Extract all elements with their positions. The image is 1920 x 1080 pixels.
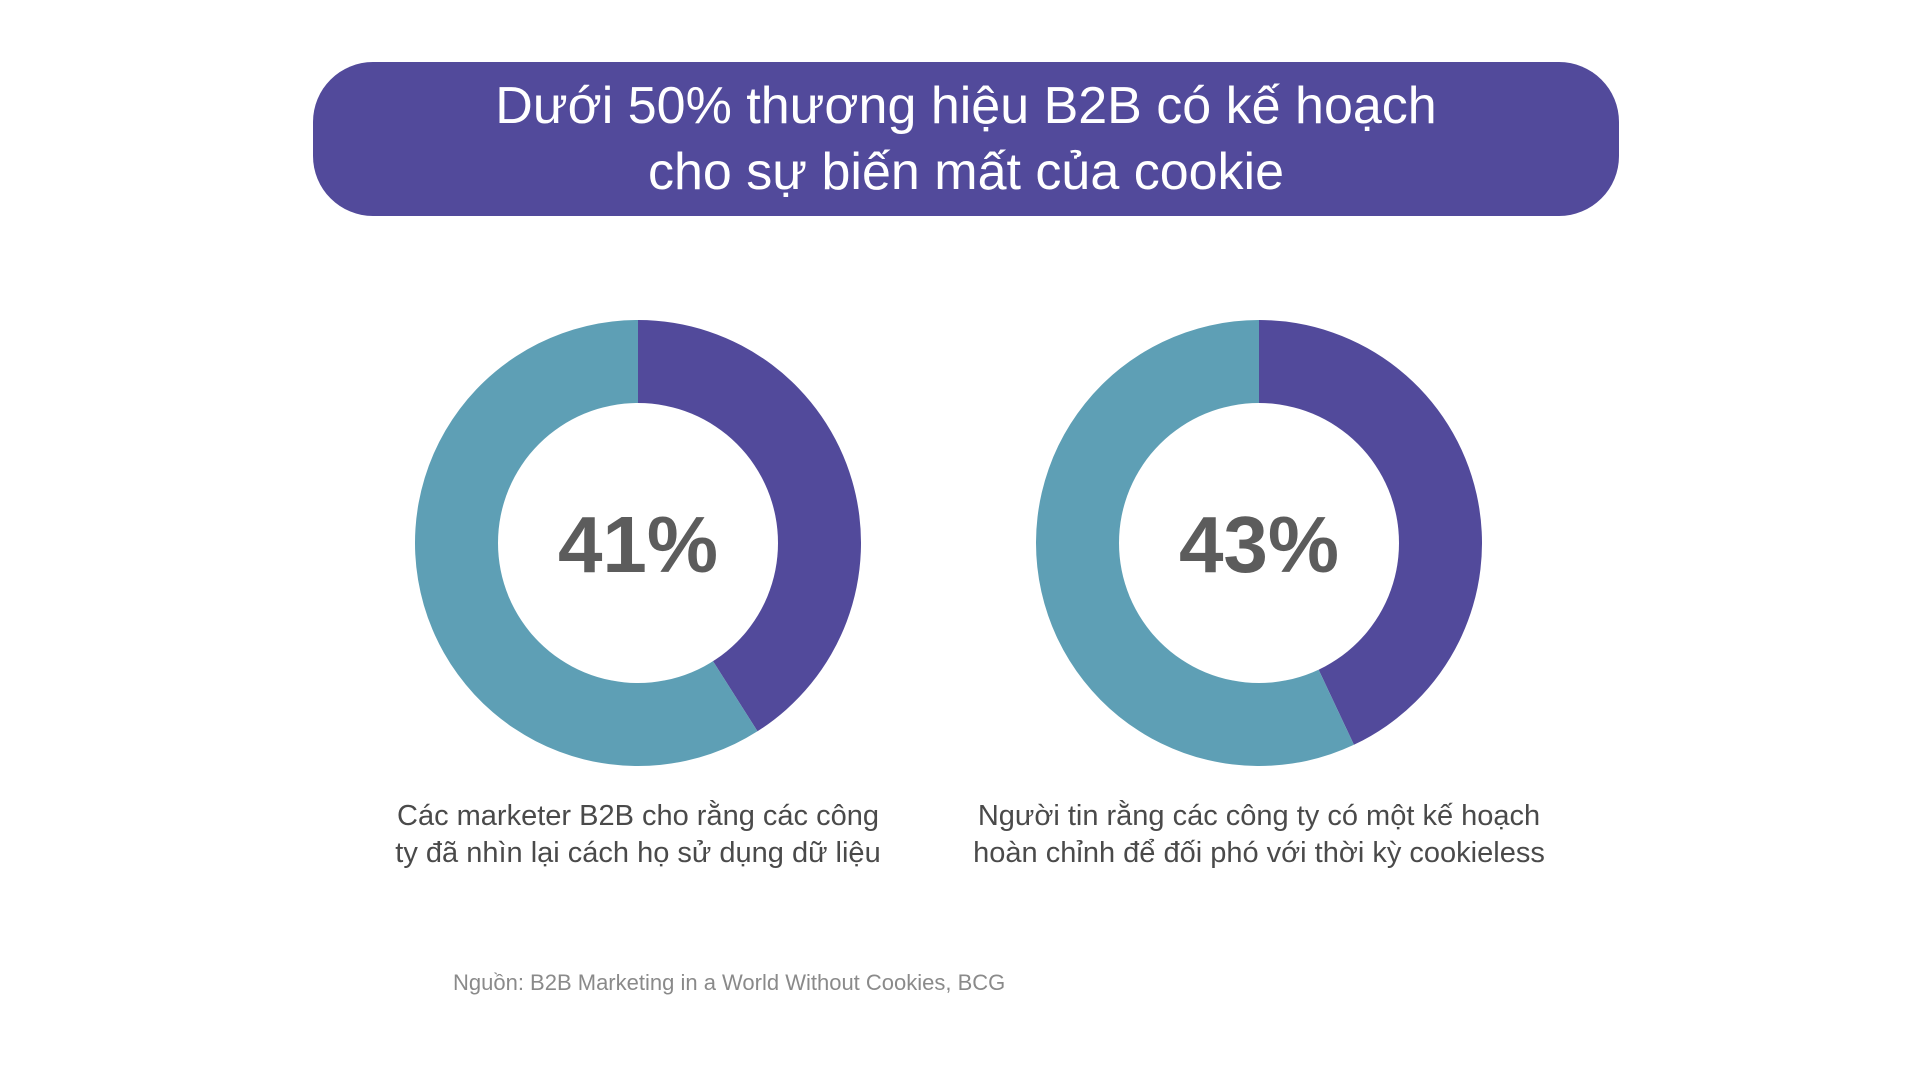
caption-line: hoàn chỉnh để đối phó với thời kỳ cookie…: [973, 837, 1545, 869]
donut-center-value: 43%: [1179, 500, 1339, 589]
donut-hole: [498, 403, 778, 683]
donut-center-value: 41%: [558, 500, 718, 589]
donut-chart-svg: 41%: [415, 320, 861, 766]
donut-caption-left: Các marketer B2B cho rằng các công ty đã…: [318, 798, 958, 872]
title-line-1: Dưới 50% thương hiệu B2B có kế hoạch: [495, 77, 1437, 135]
donut-chart-svg: 43%: [1036, 320, 1482, 766]
caption-line: Các marketer B2B cho rằng các công: [397, 800, 879, 832]
donut-caption-right: Người tin rằng các công ty có một kế hoạ…: [939, 798, 1579, 872]
source-note: Nguồn: B2B Marketing in a World Without …: [453, 970, 1006, 995]
title-line-2: cho sự biến mất của cookie: [647, 143, 1285, 201]
donut-chart-cookieless-plan: 43%: [1036, 320, 1482, 766]
title-banner: Dưới 50% thương hiệu B2B có kế hoạch cho…: [313, 62, 1619, 216]
donut-chart-cookie-data-review: 41%: [415, 320, 861, 766]
donut-hole: [1119, 403, 1399, 683]
caption-line: ty đã nhìn lại cách họ sử dụng dữ liệu: [395, 837, 881, 869]
caption-line: Người tin rằng các công ty có một kế hoạ…: [977, 800, 1541, 832]
